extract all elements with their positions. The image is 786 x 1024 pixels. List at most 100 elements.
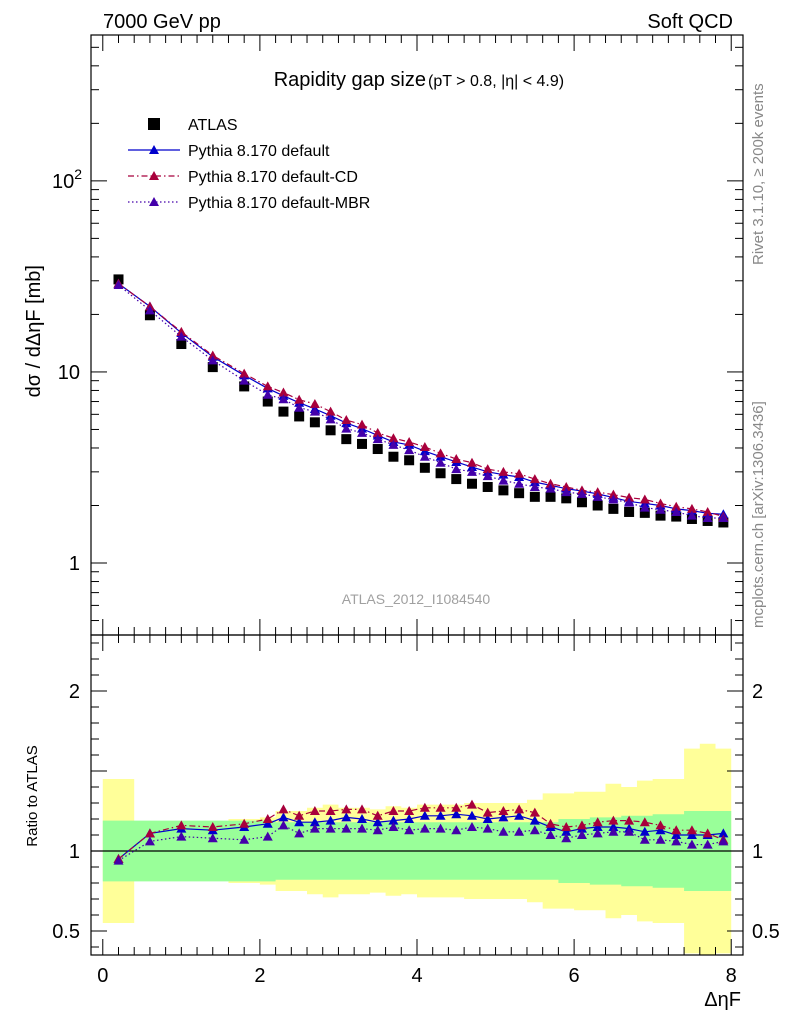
series-2-point: [514, 468, 525, 478]
ratio-series-1-point: [545, 818, 556, 828]
ratio-series-2-point: [278, 820, 289, 830]
series-2-point: [624, 492, 635, 502]
ratio-series-1-point: [451, 802, 462, 812]
ratio-series-2-point: [176, 831, 187, 841]
series-3-line: [118, 284, 724, 519]
ratio-series-2-point: [686, 839, 697, 849]
main-title: Rapidity gap size: [274, 69, 426, 91]
legend-label: Pythia 8.170 default-MBR: [188, 195, 370, 212]
series-3-point: [278, 394, 289, 404]
atlas-point: [176, 339, 187, 350]
ratio-series-0-point: [435, 810, 446, 820]
ratio-series-1-point: [176, 820, 187, 830]
ratio-series-1-point: [608, 815, 619, 825]
series-2-point: [671, 501, 682, 511]
series-3-point: [239, 375, 250, 385]
series-3-point: [262, 389, 273, 399]
atlas-point: [325, 425, 336, 436]
series-3-point: [419, 451, 430, 461]
ratio-series-1-point: [529, 807, 540, 817]
ratio-series-1-point: [576, 820, 587, 830]
ratio-y-axis-label: Ratio to ATLAS: [24, 745, 41, 846]
series-3-point: [655, 504, 666, 514]
atlas-point: [592, 500, 603, 511]
atlas-point: [529, 491, 540, 502]
ratio-series-1-point: [514, 804, 525, 814]
series-2-point: [482, 464, 493, 474]
legend-label: Pythia 8.170 default: [188, 143, 330, 160]
series-3-point: [608, 494, 619, 504]
ratio-series-0-point: [671, 830, 682, 839]
ratio-series-1-point: [482, 807, 493, 817]
atlas-point: [655, 510, 666, 521]
atlas-point: [545, 491, 556, 502]
ratio-series-2-point: [529, 825, 540, 835]
atlas-point: [207, 362, 218, 373]
ratio-series-0-point: [639, 826, 650, 836]
ratio-series-0-point: [388, 815, 399, 825]
ratio-series-1-point: [309, 806, 320, 815]
main-y-axis-label: dσ / dΔηF [mb]: [23, 265, 45, 397]
series-2-point: [545, 478, 556, 488]
ratio-series-2-point: [262, 831, 273, 841]
series-3-point: [404, 445, 415, 455]
ratio-series-2-point: [576, 830, 587, 839]
ratio-y-tick-label-right: 1: [752, 841, 763, 863]
ratio-series-0-point: [514, 810, 525, 820]
x-tick-label: 2: [254, 965, 265, 987]
series-3-point: [671, 506, 682, 516]
series-2-point: [702, 506, 713, 516]
ratio-series-2-point: [144, 836, 155, 846]
x-tick-label: 8: [726, 965, 737, 987]
series-2-point: [325, 406, 336, 416]
ratio-series-0-point: [466, 810, 477, 820]
series-3-point: [702, 513, 713, 523]
ratio-series-0-point: [561, 826, 572, 836]
series-3-point: [482, 471, 493, 481]
x-tick-label: 6: [569, 965, 580, 987]
watermark: ATLAS_2012_I1084540: [342, 591, 491, 607]
series-2-point: [176, 326, 187, 336]
ratio-series-2-point: [718, 836, 729, 846]
ratio-series-1-point: [639, 817, 650, 827]
series-3-point: [576, 488, 587, 498]
series-2-point: [592, 487, 603, 497]
ratio-series-1-point: [262, 814, 273, 823]
series-3-point: [592, 491, 603, 501]
series-2-point: [655, 498, 666, 508]
y-tick-label: 10: [58, 362, 80, 384]
ratio-series-2-point: [451, 825, 462, 835]
main-plot-panel: 1 10 102 Rapidity gap size (pT > 0.8, |η| …: [23, 34, 744, 636]
ratio-series-2-point: [239, 834, 250, 844]
series-3-point: [207, 355, 218, 365]
ratio-plot-panel: 0.5 0.5 1 1 2 2 0 2 4 6 8 Ratio to ATLAS ΔηF: [24, 634, 780, 1011]
y-tick-label: 102: [52, 166, 82, 193]
ratio-series-0-point: [718, 828, 729, 838]
ratio-series-2-point: [592, 828, 603, 838]
ratio-y-tick-label-right: 0.5: [752, 921, 780, 943]
ratio-series-1-point: [561, 822, 572, 831]
atlas-point: [294, 411, 305, 422]
series-3-point: [514, 478, 525, 488]
atlas-point: [466, 478, 477, 489]
atlas-point: [419, 462, 430, 473]
ratio-y-tick-label-left: 2: [69, 681, 80, 703]
ratio-series-1-point: [404, 806, 415, 815]
ratio-series-2-point: [608, 826, 619, 836]
ratio-series-0-point: [451, 809, 462, 819]
ratio-series-0-point: [482, 814, 493, 823]
series-3-point: [686, 510, 697, 520]
ratio-series-2-point: [388, 822, 399, 831]
ratio-series-0-point: [372, 817, 383, 827]
series-2-point: [639, 494, 650, 504]
x-tick-label: 0: [97, 965, 108, 987]
series-2-point: [608, 489, 619, 499]
ratio-series-0-point: [278, 812, 289, 822]
series-2-point: [466, 457, 477, 467]
series-3-point: [144, 305, 155, 315]
series-2-point: [419, 441, 430, 451]
series-2-point: [686, 503, 697, 513]
series-3-point: [639, 502, 650, 512]
atlas-point: [435, 468, 446, 479]
ratio-series-0-point: [325, 815, 336, 825]
